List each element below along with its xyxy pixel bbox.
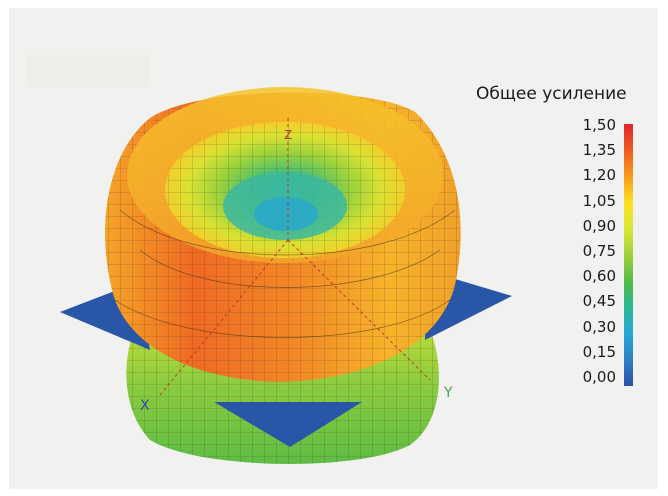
colorbar-tick-label: 1,05 [582, 191, 616, 210]
colorbar-tick-label: 0,90 [582, 216, 616, 235]
colorbar-tick-label: 1,20 [582, 166, 616, 185]
colorbar-tick-label: 0,60 [582, 267, 616, 286]
blank-patch [27, 55, 149, 87]
upper-lobe [105, 87, 461, 382]
axis-lines [159, 118, 431, 396]
colorbar-tick-label: 0,15 [582, 342, 616, 361]
colorbar-tick-label: 0,45 [582, 292, 616, 311]
colorbar-tick-label: 1,50 [582, 116, 616, 134]
x-axis-label: X [140, 398, 150, 414]
z-axis-label: Z [284, 128, 293, 142]
colorbar-tick-label: 1,35 [582, 141, 616, 160]
y-axis-label: Y [444, 385, 453, 401]
colorbar-tick-label: 0,75 [582, 242, 616, 260]
legend-title: Общее усиление [476, 84, 627, 104]
colorbar-tick-label: 0,00 [582, 368, 616, 386]
colorbar [624, 124, 633, 386]
colorbar-tick-label: 0,30 [582, 317, 616, 336]
